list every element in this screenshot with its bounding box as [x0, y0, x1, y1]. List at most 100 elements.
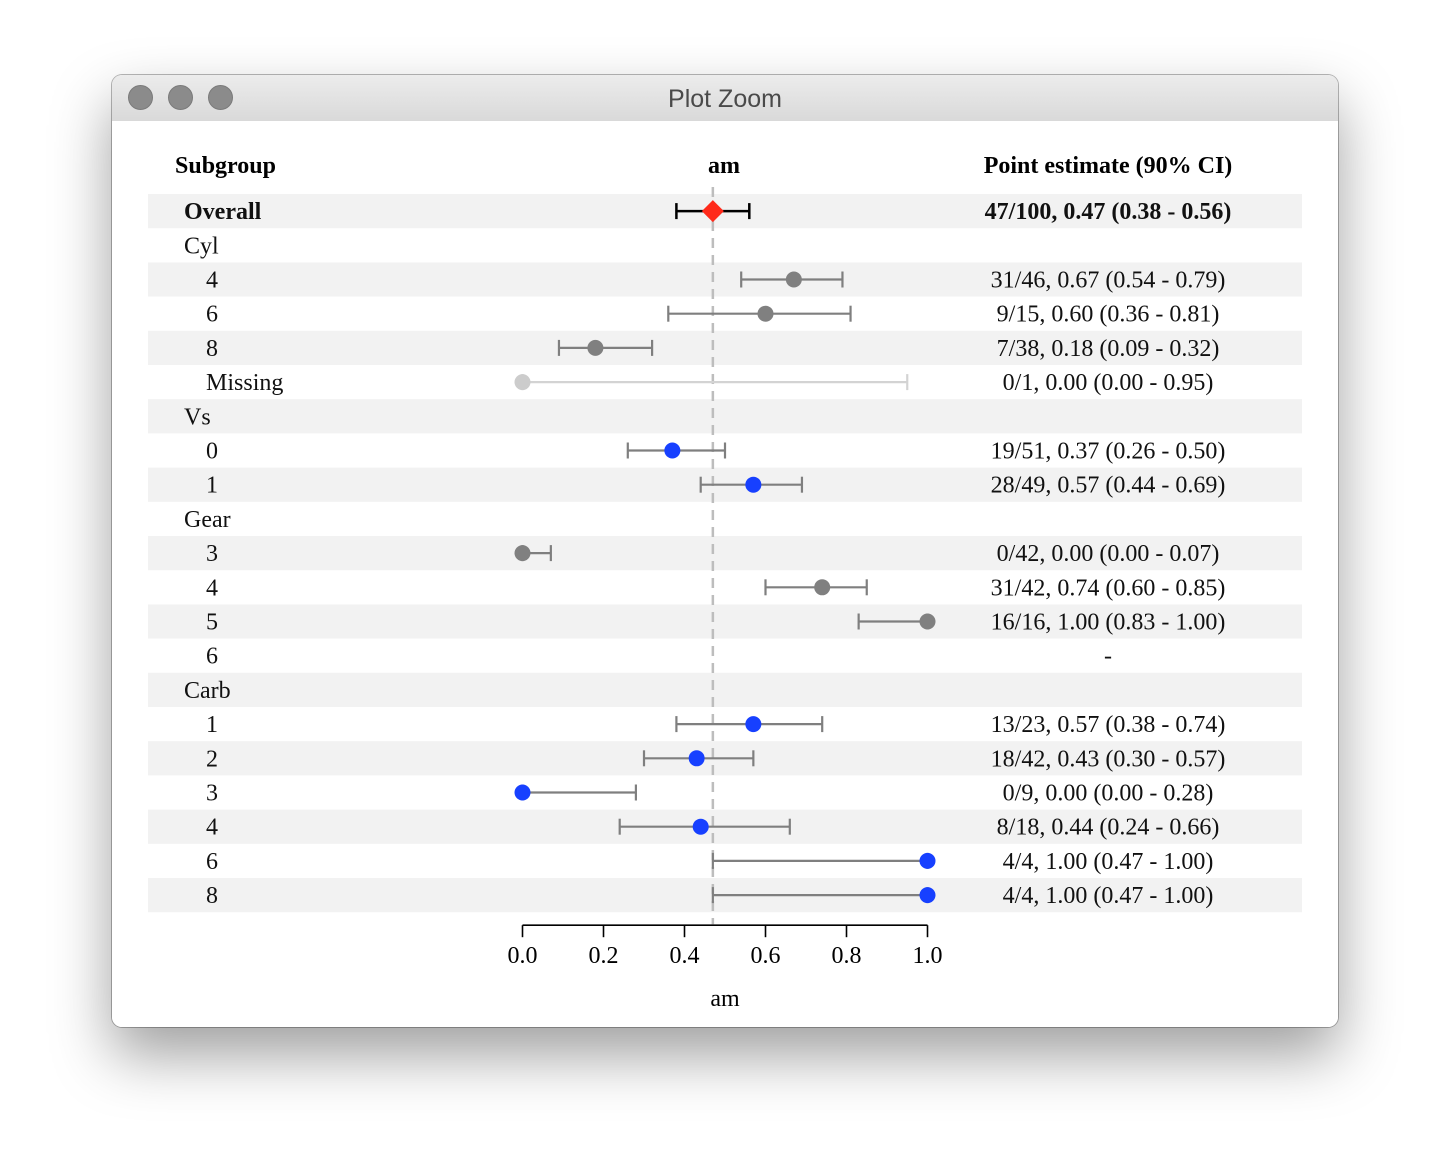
plot-zoom-window: Plot Zoom Subgroup am Point estimate (90… [112, 75, 1338, 1027]
forest-row: Vs [184, 404, 211, 430]
title-bar[interactable]: Plot Zoom [112, 75, 1338, 122]
forest-row: 4 31/46, 0.67 (0.54 - 0.79) [206, 268, 1225, 294]
header-plot: am [708, 153, 740, 179]
point-estimate [745, 476, 762, 493]
tick-label: 0.4 [670, 943, 700, 969]
forest-row: Cyl [184, 233, 219, 259]
forest-row: 6 4/4, 1.00 (0.47 - 1.00) [206, 849, 1213, 875]
subgroup-label: 0 [206, 439, 218, 465]
tick-label: 1.0 [913, 943, 943, 969]
estimate-text: 0/1, 0.00 (0.00 - 0.95) [1003, 370, 1214, 396]
forest-row: 3 0/42, 0.00 (0.00 - 0.07) [206, 541, 1219, 567]
tick-label: 0.8 [832, 943, 862, 969]
subgroup-label: 8 [206, 883, 218, 909]
estimate-text: 4/4, 1.00 (0.47 - 1.00) [1003, 883, 1214, 909]
overall-diamond [701, 200, 724, 223]
point-estimate [688, 750, 705, 767]
plot-area: Subgroup am Point estimate (90% CI) Over… [112, 121, 1338, 1027]
row-band [148, 399, 1302, 434]
tick-label: 0.6 [751, 943, 781, 969]
row-band [148, 330, 1302, 365]
estimate-text: 47/100, 0.47 (0.38 - 0.56) [985, 199, 1232, 225]
point-estimate [514, 784, 531, 801]
estimate-text: 0/9, 0.00 (0.00 - 0.28) [1003, 781, 1214, 807]
row-band [148, 262, 1302, 297]
subgroup-label: 3 [206, 781, 218, 807]
estimate-text: 31/42, 0.74 (0.60 - 0.85) [991, 575, 1226, 601]
tick-label: 0.0 [508, 943, 538, 969]
estimate-text: 8/18, 0.44 (0.24 - 0.66) [997, 815, 1220, 841]
estimate-text: 4/4, 1.00 (0.47 - 1.00) [1003, 849, 1214, 875]
row-band [148, 536, 1302, 571]
header-estimate: Point estimate (90% CI) [984, 153, 1233, 179]
header-subgroup: Subgroup [175, 153, 276, 179]
forest-row: Gear [184, 507, 231, 533]
forest-row: 1 13/23, 0.57 (0.38 - 0.74) [206, 712, 1225, 738]
point-estimate [692, 818, 709, 835]
x-axis: 0.0 0.2 0.4 0.6 0.8 1.0 am [508, 924, 943, 1012]
point-estimate [587, 339, 604, 356]
subgroup-label: 3 [206, 541, 218, 567]
tick-label: 0.2 [589, 943, 619, 969]
forest-row: 8 4/4, 1.00 (0.47 - 1.00) [206, 883, 1213, 909]
subgroup-label: 4 [206, 575, 218, 601]
subgroup-label: 6 [206, 302, 218, 328]
subgroup-label: 1 [206, 712, 218, 738]
subgroup-label: Overall [184, 199, 262, 225]
subgroup-label: 6 [206, 644, 218, 670]
forest-row: 8 7/38, 0.18 (0.09 - 0.32) [206, 336, 1219, 362]
point-estimate [919, 887, 936, 904]
subgroup-label: Missing [206, 370, 283, 396]
estimate-text: 13/23, 0.57 (0.38 - 0.74) [991, 712, 1226, 738]
forest-row: 4 31/42, 0.74 (0.60 - 0.85) [206, 575, 1225, 601]
forest-row: 4 8/18, 0.44 (0.24 - 0.66) [206, 815, 1219, 841]
estimate-text: 18/42, 0.43 (0.30 - 0.57) [991, 746, 1226, 772]
group-label: Vs [184, 404, 211, 430]
forest-row: Missing 0/1, 0.00 (0.00 - 0.95) [206, 370, 1213, 396]
subgroup-label: 5 [206, 610, 218, 636]
close-button[interactable] [128, 85, 153, 110]
point-estimate [785, 271, 802, 288]
group-label: Cyl [184, 233, 219, 259]
subgroup-label: 6 [206, 849, 218, 875]
x-axis-label: am [710, 986, 740, 1012]
point-estimate [514, 545, 531, 562]
point-estimate [757, 305, 774, 322]
point-estimate [814, 579, 831, 596]
group-label: Carb [184, 678, 231, 704]
estimate-text: 7/38, 0.18 (0.09 - 0.32) [997, 336, 1220, 362]
estimate-text: 0/42, 0.00 (0.00 - 0.07) [997, 541, 1220, 567]
estimate-empty: - [1104, 644, 1112, 670]
forest-plot: Subgroup am Point estimate (90% CI) Over… [148, 153, 1302, 1012]
row-band [148, 672, 1302, 707]
subgroup-label: 4 [206, 268, 218, 294]
point-estimate [664, 442, 681, 459]
estimate-text: 9/15, 0.60 (0.36 - 0.81) [997, 302, 1220, 328]
forest-row: 6- [206, 644, 1112, 670]
subgroup-label: 4 [206, 815, 218, 841]
estimate-text: 31/46, 0.67 (0.54 - 0.79) [991, 268, 1226, 294]
forest-row: 0 19/51, 0.37 (0.26 - 0.50) [206, 439, 1225, 465]
forest-row: 3 0/9, 0.00 (0.00 - 0.28) [206, 781, 1213, 807]
point-estimate [919, 852, 936, 869]
forest-row: 6 9/15, 0.60 (0.36 - 0.81) [206, 302, 1219, 328]
point-estimate [514, 374, 531, 391]
zoom-button[interactable] [208, 85, 233, 110]
group-label: Gear [184, 507, 231, 533]
forest-row: 1 28/49, 0.57 (0.44 - 0.69) [206, 473, 1225, 499]
subgroup-label: 2 [206, 746, 218, 772]
window-title: Plot Zoom [668, 85, 782, 113]
estimate-text: 28/49, 0.57 (0.44 - 0.69) [991, 473, 1226, 499]
subgroup-label: 1 [206, 473, 218, 499]
point-estimate [745, 716, 762, 733]
row-band [148, 604, 1302, 639]
forest-row: 2 18/42, 0.43 (0.30 - 0.57) [206, 746, 1225, 772]
estimate-text: 19/51, 0.37 (0.26 - 0.50) [991, 439, 1226, 465]
estimate-text: 16/16, 1.00 (0.83 - 1.00) [991, 610, 1226, 636]
forest-row: Overall 47/100, 0.47 (0.38 - 0.56) [184, 199, 1231, 225]
minimize-button[interactable] [168, 85, 193, 110]
forest-row: 5 16/16, 1.00 (0.83 - 1.00) [206, 610, 1225, 636]
forest-row: Carb [184, 678, 231, 704]
point-estimate [919, 613, 936, 630]
subgroup-label: 8 [206, 336, 218, 362]
